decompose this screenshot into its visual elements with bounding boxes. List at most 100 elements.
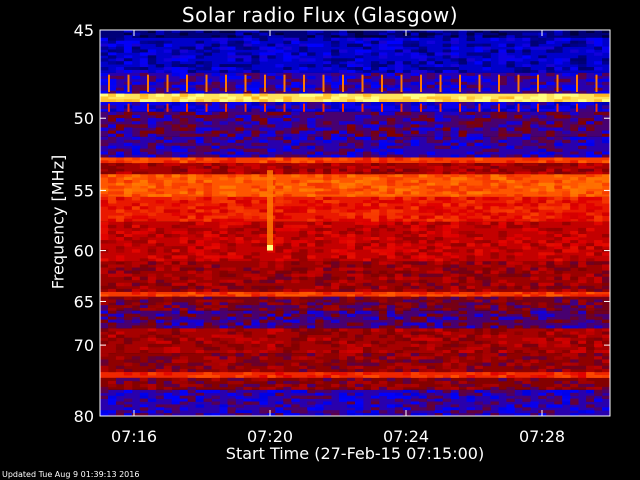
spectrum-cell <box>426 294 436 298</box>
spectrum-cell <box>275 203 284 207</box>
spectrum-cell <box>594 191 603 195</box>
spectrum-cell <box>203 136 212 141</box>
spectrum-cell <box>323 227 332 232</box>
spectrum-cell <box>179 142 189 147</box>
spectrum-cell <box>530 337 539 342</box>
spectrum-cell <box>570 188 579 192</box>
spectrum-cell <box>538 171 547 175</box>
spectrum-cell <box>171 182 181 187</box>
spectrum-cell <box>362 258 372 262</box>
spectrum-cell <box>370 52 380 56</box>
spectrum-cell <box>562 168 571 172</box>
spectrum-cell <box>195 249 204 253</box>
spectrum-cell <box>203 230 212 235</box>
spectrum-cell <box>394 67 404 71</box>
spectrum-cell <box>323 261 332 265</box>
spectrum-cell <box>123 372 133 376</box>
spectrum-cell <box>506 375 515 379</box>
spectrum-cell <box>562 401 571 405</box>
spectrum-cell <box>554 179 563 184</box>
spectrum-cell <box>418 206 428 210</box>
spectrum-cell <box>163 118 173 122</box>
spectrum-cell <box>307 188 316 192</box>
spectrum-cell <box>458 343 467 348</box>
spectrum-cell <box>418 291 428 295</box>
spectrum-cell <box>100 413 109 417</box>
spectrum-cell <box>355 413 364 417</box>
spectrum-cell <box>339 93 348 97</box>
spectrum-cell <box>498 237 507 241</box>
spectrum-cell <box>243 319 252 323</box>
spectrum-cell <box>386 264 396 268</box>
spectrum-cell <box>131 261 141 265</box>
spectrum-cell <box>554 163 563 167</box>
spectrum-cell <box>299 377 308 382</box>
spectrum-cell <box>546 410 555 414</box>
spectrum-cell <box>331 372 340 376</box>
spectrum-cell <box>163 194 173 198</box>
spectrum-cell <box>450 67 459 71</box>
spectrum-cell <box>562 200 571 204</box>
spectrum-cell <box>522 215 531 220</box>
spectrum-cell <box>546 127 555 131</box>
spectrum-cell <box>386 111 396 116</box>
spectrum-cell <box>251 294 260 298</box>
spectrum-cell <box>426 75 436 80</box>
spectrum-cell <box>570 383 579 388</box>
spectrum-cell <box>370 127 380 131</box>
spectrum-cell <box>163 350 173 354</box>
spectrum-cell <box>394 337 404 342</box>
spectrum-cell <box>323 182 332 187</box>
spectrum-cell <box>171 230 181 235</box>
spectrum-cell <box>123 67 133 71</box>
spectrum-cell <box>163 296 173 300</box>
spectrum-cell <box>570 255 579 259</box>
spectrum-cell <box>323 410 332 414</box>
spectrum-cell <box>594 316 603 320</box>
spectrum-cell <box>235 237 244 241</box>
spectrum-cell <box>458 96 467 100</box>
spectrum-cell <box>434 30 444 33</box>
spectrum-cell <box>530 282 539 287</box>
spectrum-cell <box>251 108 260 113</box>
spectrum-cell <box>418 302 428 306</box>
spectrum-cell <box>331 168 340 172</box>
spectrum-cell <box>339 212 348 216</box>
spectrum-cell <box>283 114 292 119</box>
spectrum-cell <box>147 372 157 376</box>
spectrum-cell <box>450 218 459 223</box>
spectrum-cell <box>187 377 197 382</box>
spectrum-cell <box>187 139 197 144</box>
spectrum-cell <box>259 353 268 357</box>
spectrum-cell <box>362 302 372 306</box>
spectrum-cell <box>546 142 555 147</box>
spectrum-cell <box>442 191 452 195</box>
spectrum-cell <box>107 305 117 309</box>
spectrum-cell <box>339 230 348 235</box>
spectrum-cell <box>267 136 276 141</box>
spectrum-cell <box>402 96 412 100</box>
spectrum-cell <box>522 407 531 411</box>
spectrum-cell <box>490 328 499 332</box>
spectrum-cell <box>402 368 412 373</box>
spectrum-cell <box>490 163 499 167</box>
spectrum-cell <box>522 273 531 278</box>
spectrum-cell <box>586 386 595 391</box>
spectrum-cell <box>586 261 595 265</box>
spectrum-cell <box>267 130 276 135</box>
spectrum-cell <box>123 273 133 278</box>
spectrum-cell <box>227 81 236 86</box>
spectrum-cell <box>530 136 539 141</box>
spectrum-cell <box>410 282 420 287</box>
spectrum-cell <box>426 52 436 56</box>
spectrum-cell <box>227 285 236 290</box>
spectrum-cell <box>450 224 459 229</box>
spectrum-cell <box>163 174 173 178</box>
spectrum-cell <box>315 148 324 152</box>
spectrum-cell <box>522 105 531 109</box>
spectrum-cell <box>594 398 603 402</box>
spectrum-cell <box>107 410 117 414</box>
spectrum-cell <box>163 413 173 417</box>
spectrum-cell <box>211 163 220 167</box>
spectrum-cell <box>554 319 563 323</box>
